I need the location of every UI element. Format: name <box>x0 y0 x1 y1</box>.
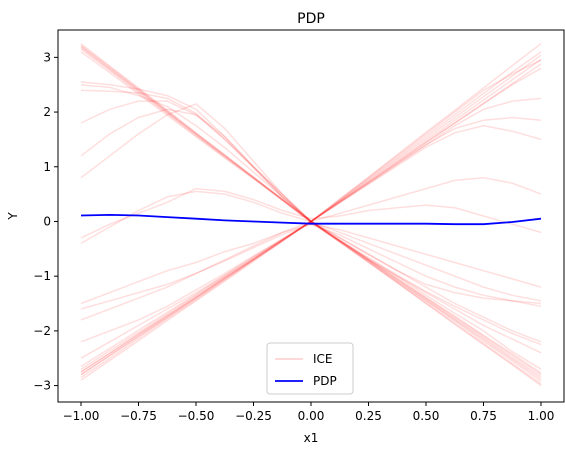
ice-line <box>80 44 542 378</box>
ice-line <box>80 48 542 382</box>
ice-line <box>80 103 542 354</box>
ice-line <box>80 54 542 381</box>
ice-line <box>80 58 542 370</box>
ice-line <box>80 124 542 373</box>
ice-line <box>80 187 542 239</box>
x-tick-label: −1.00 <box>63 409 100 423</box>
x-tick-label: −0.75 <box>120 409 157 423</box>
ice-line <box>80 45 542 380</box>
y-tick-label: 0 <box>43 214 51 228</box>
x-tick-label: −0.50 <box>178 409 215 423</box>
y-tick-label: 2 <box>43 105 51 119</box>
ice-line <box>80 43 542 379</box>
y-axis-label: Y <box>6 212 20 221</box>
x-axis: −1.00 −0.75 −0.50 −0.25 0.00 0.25 0.50 0.75 1.00 <box>63 402 555 423</box>
ice-line <box>80 108 542 343</box>
ice-line <box>80 51 542 373</box>
chart-title: PDP <box>297 11 325 27</box>
legend-box <box>266 342 354 395</box>
ice-line <box>80 223 542 321</box>
y-tick-label: −1 <box>33 269 51 283</box>
y-tick-label: 3 <box>43 50 51 64</box>
ice-line <box>80 59 542 376</box>
ice-line <box>80 63 542 368</box>
y-axis: −3 −2 −1 0 1 2 3 <box>33 50 58 393</box>
ice-line <box>80 176 542 245</box>
pdp-line <box>80 213 542 226</box>
x-tick-label: 0.50 <box>413 409 440 423</box>
ice-line <box>80 67 542 343</box>
x-axis-label: x1 <box>304 431 319 445</box>
legend-pdp-label: PDP <box>313 374 337 388</box>
ice-line <box>80 81 542 387</box>
ice-line <box>80 100 542 305</box>
ice-line <box>80 97 542 359</box>
x-tick-label: 0.25 <box>355 409 382 423</box>
plot-lines <box>80 43 542 387</box>
x-tick-label: 0.00 <box>298 409 325 423</box>
ice-line <box>80 89 542 370</box>
x-tick-label: 1.00 <box>528 409 555 423</box>
ice-line <box>80 43 542 376</box>
y-tick-label: 1 <box>43 160 51 174</box>
ice-line <box>80 83 542 346</box>
y-tick-label: −3 <box>33 379 51 393</box>
y-tick-label: −2 <box>33 324 51 338</box>
ice-line <box>80 116 542 376</box>
ice-line <box>80 220 542 310</box>
legend-ice-label: ICE <box>313 352 333 366</box>
legend: ICE PDP <box>266 342 354 395</box>
ice-line <box>80 51 542 374</box>
ice-line <box>80 46 542 385</box>
x-tick-label: −0.25 <box>235 409 272 423</box>
x-tick-label: 0.75 <box>470 409 497 423</box>
